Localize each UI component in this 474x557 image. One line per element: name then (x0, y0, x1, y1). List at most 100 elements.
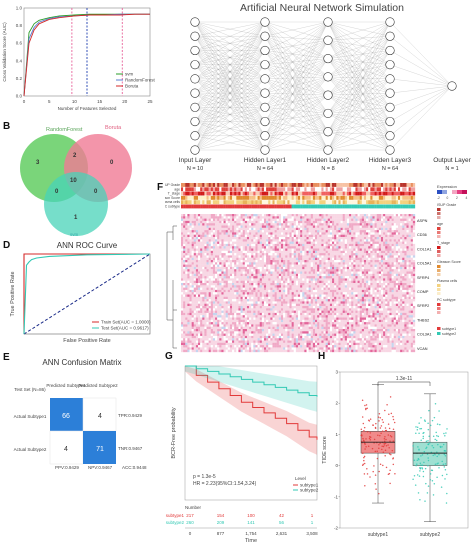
heatmap-cell (321, 287, 324, 291)
heatmap-cell (242, 225, 245, 228)
heatmap-cell (276, 269, 280, 272)
heatmap-cell (202, 253, 205, 256)
annotation-cell (310, 191, 314, 196)
annotation-cell (195, 200, 199, 205)
heatmap-cell (295, 289, 299, 293)
heatmap-cell (363, 262, 367, 265)
heatmap-cell (208, 278, 211, 281)
heatmap-cell (300, 250, 303, 254)
heatmap-cell (289, 285, 292, 288)
heatmap-cell (412, 269, 416, 272)
heatmap-cell (223, 278, 226, 281)
heatmap-cell (221, 246, 224, 249)
heatmap-cell (342, 280, 345, 284)
heatmap-cell (383, 292, 386, 295)
heatmap-cell (298, 289, 301, 293)
heatmap-cell (389, 218, 392, 222)
heatmap-cell (238, 218, 241, 222)
heatmap-cell (198, 294, 201, 297)
heatmap-cell (280, 273, 284, 277)
annotation-cell (338, 195, 341, 200)
heatmap-cell (344, 276, 348, 279)
annotation-cell (234, 195, 237, 200)
annotation-cell (276, 183, 280, 187)
annotation-cell (344, 204, 348, 209)
heatmap-cell (212, 285, 216, 288)
ann-connection (327, 95, 391, 151)
heatmap-cell (242, 218, 245, 222)
heatmap-cell (370, 250, 373, 254)
ann-connection (264, 50, 329, 132)
heatmap-cell (261, 214, 265, 217)
heatmap-cell (410, 243, 414, 247)
heatmap-cell (251, 257, 254, 261)
heatmap-cell (397, 214, 401, 217)
heatmap-cell (238, 285, 241, 288)
heatmap-cell (376, 220, 379, 224)
annotation-cell (298, 191, 301, 196)
heatmap-cell (368, 257, 371, 261)
heatmap-cell (278, 248, 282, 251)
annotation-cell (270, 195, 273, 200)
heatmap-cell (325, 280, 328, 284)
heatmap-cell (259, 276, 262, 279)
annotation-cell (238, 191, 241, 196)
heatmap-cell (274, 271, 277, 274)
heatmap-cell (229, 269, 233, 272)
heatmap-cell (319, 273, 322, 277)
heatmap-cell (389, 220, 392, 224)
heatmap-cell (342, 269, 345, 272)
heatmap-cell (372, 243, 375, 247)
heatmap-cell (191, 250, 194, 254)
x-axis-label: False Positive Rate (63, 338, 110, 344)
heatmap-cell (397, 250, 401, 254)
heatmap-cell (274, 216, 277, 219)
heatmap-cell (280, 294, 284, 297)
annotation-cell (285, 187, 288, 192)
heatmap-cell (302, 276, 305, 279)
ann-connection (327, 21, 391, 51)
heatmap-cell (310, 294, 314, 297)
heatmap-cell (308, 243, 311, 247)
heatmap-cell (344, 292, 348, 295)
heatmap-cell (410, 262, 414, 265)
y-tick-label: 0.0 (16, 94, 23, 99)
heatmap-cell (212, 216, 216, 219)
heatmap-cell (332, 260, 335, 263)
heatmap-cell (259, 239, 262, 242)
heatmap-cell (355, 283, 358, 286)
heatmap-cell (404, 278, 407, 281)
annotation-cell (304, 200, 307, 205)
annotation-cell (219, 204, 222, 209)
heatmap-cell (293, 223, 297, 226)
heatmap-cell (215, 278, 218, 281)
heatmap-cell (219, 257, 222, 261)
annotation-cell (293, 183, 297, 187)
heatmap-cell (359, 234, 362, 238)
heatmap-cell (412, 214, 416, 217)
heatmap-cell (383, 234, 386, 238)
annotation-cell (389, 187, 392, 192)
heatmap-cell (181, 239, 184, 242)
heatmap-cell (383, 225, 386, 228)
heatmap-cell (376, 269, 379, 272)
heatmap-cell (225, 271, 228, 274)
ann-connection (264, 76, 329, 122)
annotation-cell (327, 187, 331, 192)
heatmap-cell (325, 294, 328, 297)
heatmap-cell (368, 255, 371, 258)
heatmap-cell (263, 250, 267, 254)
heatmap-cell (257, 234, 260, 238)
heatmap-cell (338, 289, 341, 293)
heatmap-cell (410, 257, 414, 261)
heatmap-cell (312, 237, 316, 240)
heatmap-cell (361, 292, 365, 295)
heatmap-cell (229, 260, 233, 263)
heatmap-cell (323, 239, 326, 242)
heatmap-cell (289, 250, 292, 254)
heatmap-cell (336, 280, 339, 284)
heatmap-cell (185, 234, 188, 238)
heatmap-cell (221, 248, 224, 251)
annotation-cell (259, 187, 262, 192)
